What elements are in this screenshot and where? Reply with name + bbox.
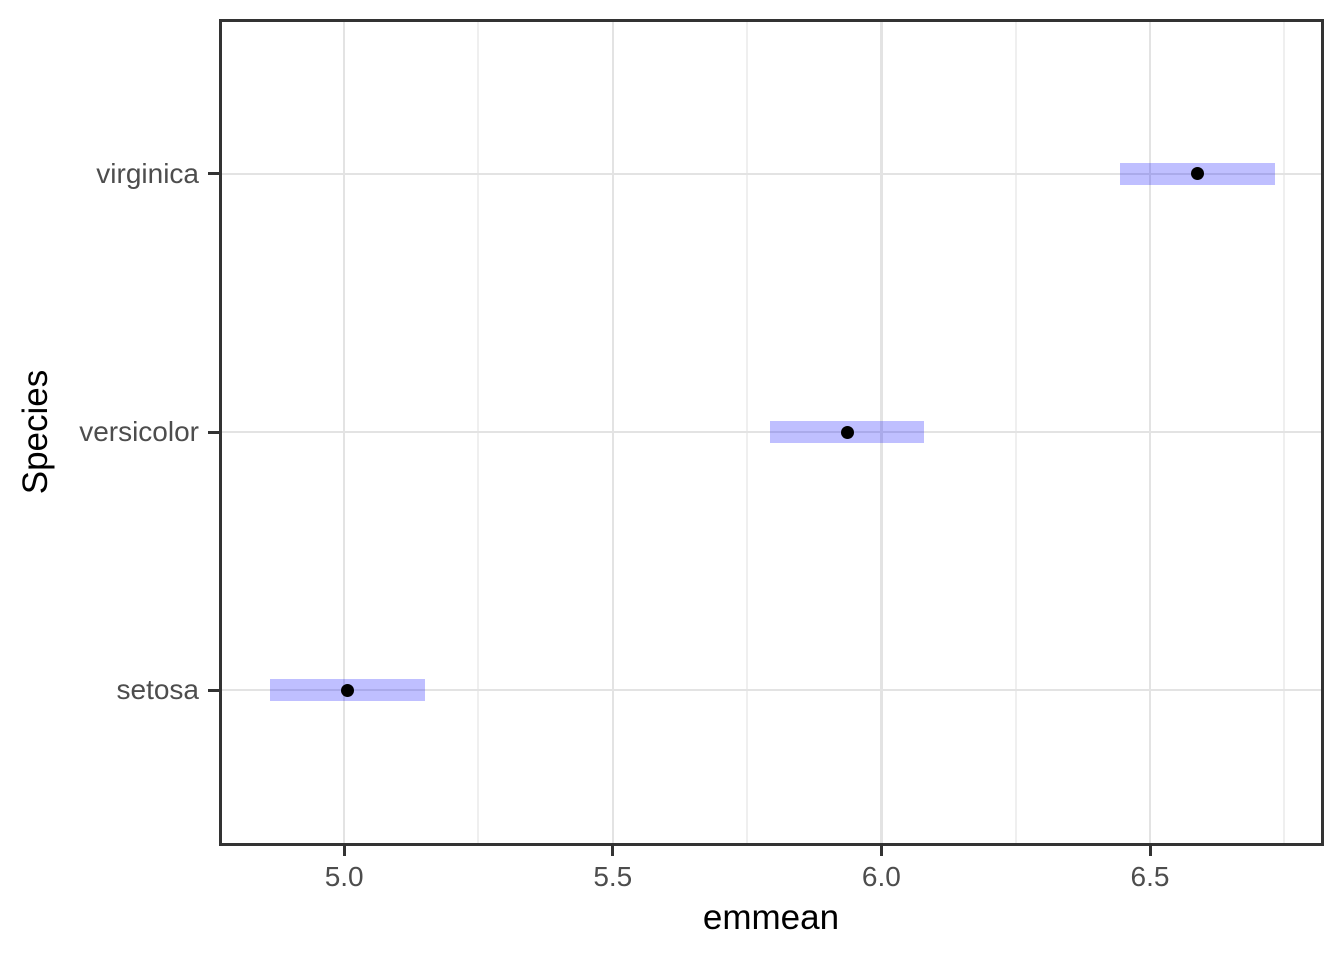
x-axis-title: emmean <box>702 898 840 937</box>
y-tick <box>208 430 219 434</box>
x-tick <box>1148 845 1152 856</box>
x-tick-label: 6.5 <box>1130 861 1170 892</box>
x-tick <box>342 845 346 856</box>
x-tick-label: 5.0 <box>324 861 364 892</box>
y-tick <box>208 172 219 176</box>
emmean-point-virginica <box>1190 167 1204 181</box>
x-tick-label: 5.5 <box>593 861 633 892</box>
y-tick-label: virginica <box>96 157 199 189</box>
x-tick <box>611 845 615 856</box>
y-gridline-virginica <box>219 172 1323 176</box>
plot-panel-border <box>219 19 1324 846</box>
y-gridline-versicolor <box>219 430 1323 434</box>
emmean-point-setosa <box>340 683 354 697</box>
y-gridline-setosa <box>219 688 1323 692</box>
x-tick <box>879 845 883 856</box>
y-tick-label: setosa <box>116 674 200 706</box>
y-tick-label: versicolor <box>79 416 199 447</box>
x-tick-label: 6.0 <box>861 861 901 892</box>
y-tick <box>208 688 219 692</box>
emmean-point-versicolor <box>840 425 854 439</box>
